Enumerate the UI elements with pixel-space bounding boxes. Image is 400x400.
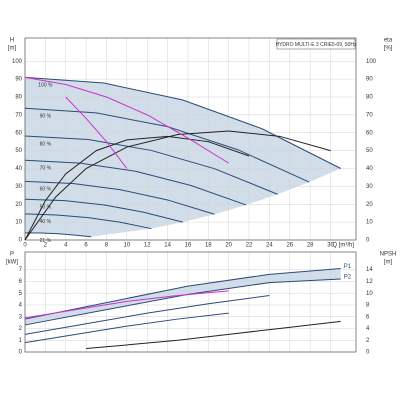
title-box xyxy=(276,38,356,50)
series-line xyxy=(24,135,250,241)
x-tick-label: 30 xyxy=(327,243,334,249)
y2-tick-label: 0 xyxy=(366,238,370,244)
y2-tick-label: 2 xyxy=(366,338,370,344)
y-tick-label: 100 xyxy=(12,59,23,65)
x-tick-label: 14 xyxy=(164,243,171,249)
x-tick-label: 12 xyxy=(144,243,151,249)
y-tick-label: 2 xyxy=(19,326,23,332)
y2-tick-label: 30 xyxy=(366,184,373,190)
plot-frame xyxy=(24,37,357,241)
series-line xyxy=(24,130,331,241)
y-axis-label: [m] xyxy=(8,46,17,52)
y-tick-label: 80 xyxy=(15,95,22,101)
x-tick-label: 20 xyxy=(225,243,232,249)
x-tick-label: 26 xyxy=(286,243,293,249)
x-tick-label: 22 xyxy=(246,243,253,249)
y2-tick-label: 14 xyxy=(366,267,373,273)
y-tick-label: 4 xyxy=(19,303,23,309)
series-line xyxy=(24,267,341,320)
y-axis-label: H xyxy=(10,38,14,44)
series-line xyxy=(24,295,270,335)
y2-tick-label: 0 xyxy=(366,350,370,356)
y-tick-label: 10 xyxy=(15,220,22,226)
x-axis-label: Q [m³/h] xyxy=(332,243,354,249)
plot-frame xyxy=(24,251,357,353)
x-tick-label: 28 xyxy=(307,243,314,249)
power-label: P1 xyxy=(344,264,352,270)
speed-label: 60 % xyxy=(40,187,52,193)
y2-tick-label: 50 xyxy=(366,148,373,154)
x-tick-label: 4 xyxy=(64,243,68,249)
y2-tick-label: 80 xyxy=(366,95,373,101)
y2-tick-label: 100 xyxy=(366,59,377,65)
y-tick-label: 70 xyxy=(15,112,22,118)
y-tick-label: 5 xyxy=(19,291,23,297)
x-tick-label: 0 xyxy=(23,243,27,249)
y2-tick-label: 6 xyxy=(366,314,370,320)
series-line xyxy=(24,213,152,230)
y2-axis-label: eta xyxy=(384,38,393,44)
x-tick-label: 6 xyxy=(84,243,88,249)
y2-tick-label: 12 xyxy=(366,279,373,285)
y2-axis-label: [m] xyxy=(384,260,393,266)
x-tick-label: 18 xyxy=(205,243,212,249)
speed-label: 70 % xyxy=(40,166,52,172)
series-line xyxy=(24,76,229,164)
series-line xyxy=(24,290,229,319)
x-tick-label: 8 xyxy=(105,243,109,249)
speed-label: 100 % xyxy=(38,83,53,89)
series-line xyxy=(24,232,92,238)
speed-label: 90 % xyxy=(40,114,52,120)
series-line xyxy=(65,96,128,169)
x-tick-label: 16 xyxy=(185,243,192,249)
y-tick-label: 1 xyxy=(19,338,23,344)
series-line xyxy=(86,320,341,349)
series-line xyxy=(24,76,341,169)
x-tick-label: 24 xyxy=(266,243,273,249)
series-line xyxy=(24,180,215,215)
y-tick-label: 0 xyxy=(19,238,23,244)
y2-tick-label: 70 xyxy=(366,112,373,118)
y-tick-label: 50 xyxy=(15,148,22,154)
y2-tick-label: 10 xyxy=(366,220,373,226)
y2-tick-label: 60 xyxy=(366,130,373,136)
y-axis-label: [kW] xyxy=(6,260,18,266)
y-tick-label: 30 xyxy=(15,184,22,190)
y-tick-label: 60 xyxy=(15,130,22,136)
y-tick-label: 0 xyxy=(19,350,23,356)
y-axis-label: P xyxy=(10,252,14,258)
speed-label: 50 % xyxy=(40,205,52,211)
series-line xyxy=(24,159,247,206)
x-tick-label: 10 xyxy=(124,243,131,249)
y2-tick-label: 20 xyxy=(366,202,373,208)
y-tick-label: 20 xyxy=(15,202,22,208)
y-tick-label: 90 xyxy=(15,77,22,83)
speed-label: 40 % xyxy=(40,219,52,225)
speed-label: 80 % xyxy=(40,141,52,147)
y-tick-label: 7 xyxy=(19,267,23,273)
y-tick-label: 40 xyxy=(15,166,22,172)
y2-tick-label: 90 xyxy=(366,77,373,83)
y2-axis-label: [%] xyxy=(384,46,393,52)
speed-label: 21 % xyxy=(40,238,52,244)
y2-axis-label: NPSH xyxy=(380,252,397,258)
power-label: P2 xyxy=(344,275,352,281)
y-tick-label: 6 xyxy=(19,279,23,285)
y2-tick-label: 40 xyxy=(366,166,373,172)
y2-tick-label: 8 xyxy=(366,303,370,309)
operating-area xyxy=(25,77,341,237)
series-line xyxy=(24,198,183,223)
y2-tick-label: 10 xyxy=(366,291,373,297)
series-line xyxy=(24,135,278,195)
series-line xyxy=(24,312,229,344)
y-tick-label: 3 xyxy=(19,314,23,320)
chart-title: HYDRO MULTI-E 3 CRIE5-09, 50Hz xyxy=(275,42,357,48)
y2-tick-label: 4 xyxy=(366,326,370,332)
operating-area xyxy=(25,268,341,325)
x-tick-label: 2 xyxy=(44,243,48,249)
